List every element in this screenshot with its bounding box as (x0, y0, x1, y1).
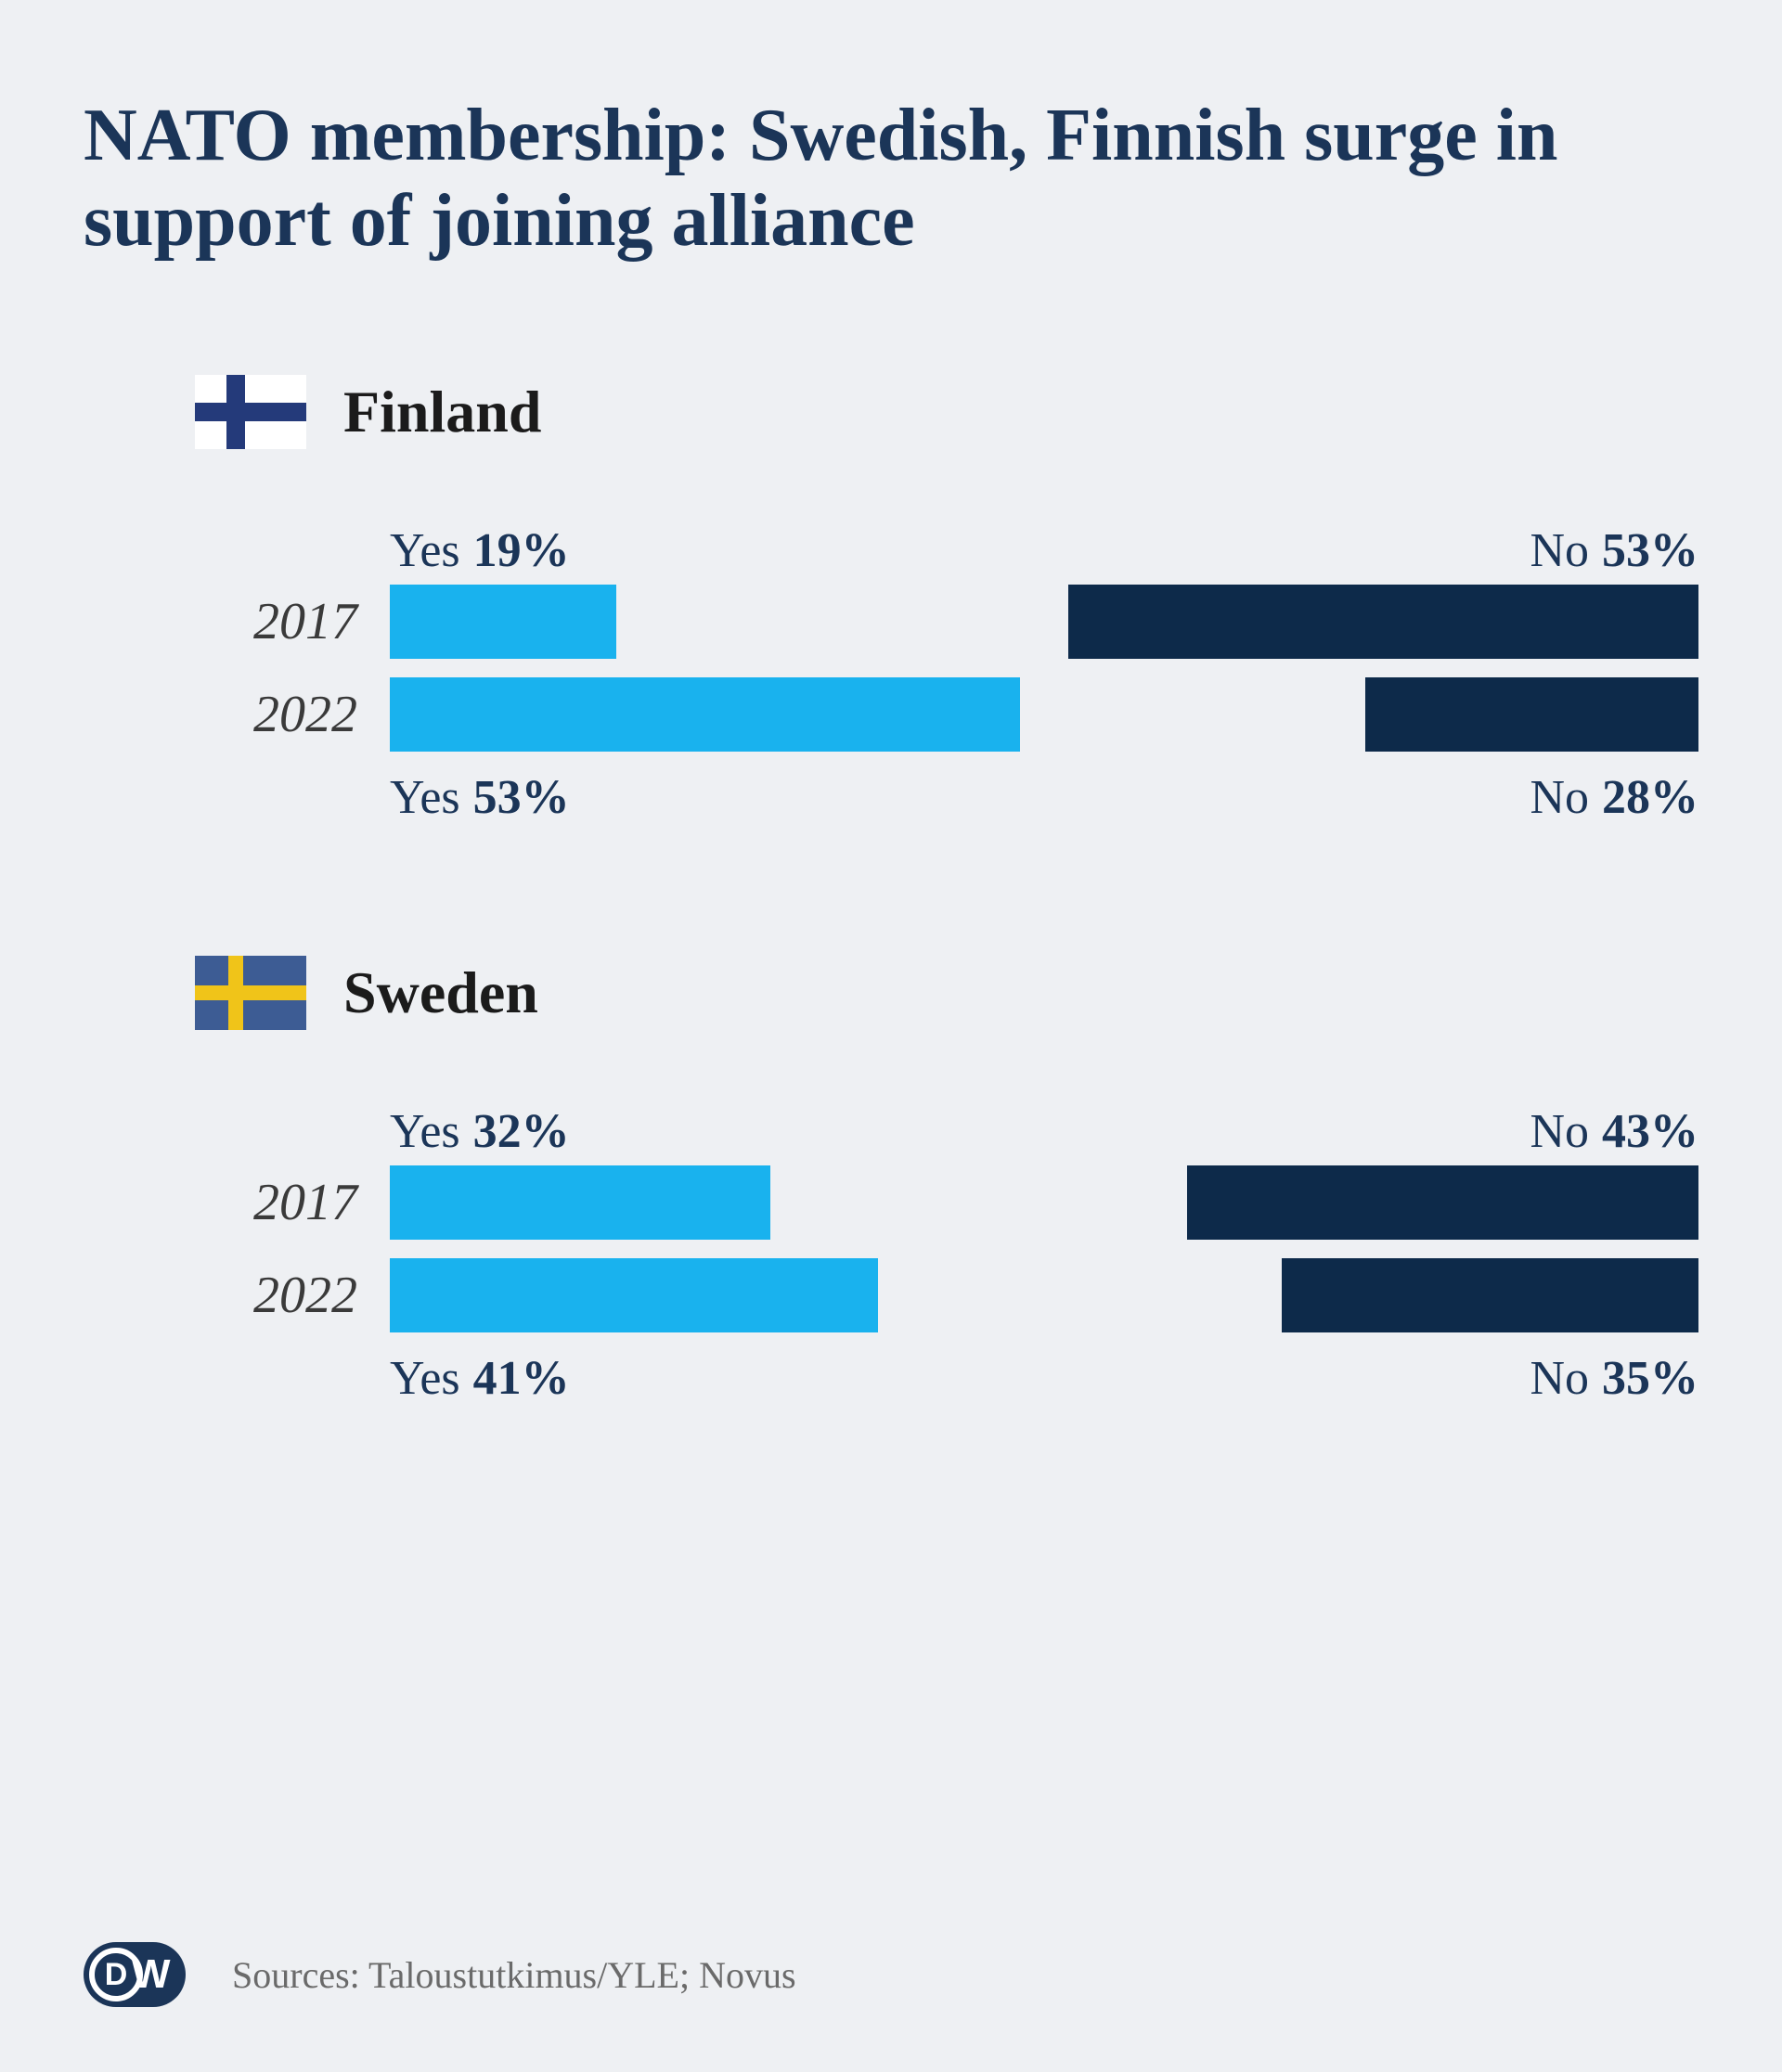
country-name: Finland (343, 378, 541, 446)
no-label: No 53% (1530, 523, 1698, 578)
chart-row: 2017 (195, 1165, 1698, 1240)
no-bar (1365, 677, 1698, 752)
no-bar (1187, 1165, 1698, 1240)
finland-flag-icon (195, 375, 306, 449)
country-header: Sweden (195, 956, 1698, 1030)
yes-bar (390, 677, 1020, 752)
no-bar (1282, 1258, 1698, 1332)
chart-area: Yes 32% No 43% 2017 2022 Yes 41% No 35% (195, 1104, 1698, 1407)
country-name: Sweden (343, 959, 538, 1027)
no-label: No 43% (1530, 1104, 1698, 1159)
no-bar (1068, 585, 1698, 659)
chart-row: 2022 (195, 677, 1698, 752)
yes-bar (390, 1258, 878, 1332)
chart-area: Yes 19% No 53% 2017 2022 Yes 53% No 28% (195, 523, 1698, 826)
chart-label-row: Yes 53% No 28% (195, 770, 1698, 826)
country-block: Sweden Yes 32% No 43% 2017 2022 Yes 41% N… (84, 956, 1698, 1407)
yes-label: Yes 32% (390, 1104, 570, 1159)
chart-label-row: Yes 32% No 43% (195, 1104, 1698, 1160)
chart-label-row: Yes 41% No 35% (195, 1351, 1698, 1407)
sweden-flag-icon (195, 956, 306, 1030)
chart-row: 2022 (195, 1258, 1698, 1332)
year-label: 2017 (195, 1173, 390, 1232)
year-label: 2022 (195, 685, 390, 744)
dw-logo-w: W (132, 1951, 171, 1998)
page-title: NATO membership: Swedish, Finnish surge … (84, 93, 1698, 264)
sources-label: Sources: Taloustutkimus/YLE; Novus (232, 1953, 796, 1997)
year-label: 2017 (195, 592, 390, 651)
yes-label: Yes 41% (390, 1351, 570, 1406)
bars-container (390, 1165, 1698, 1240)
yes-bar (390, 585, 616, 659)
yes-label: Yes 19% (390, 523, 570, 578)
bars-container (390, 1258, 1698, 1332)
no-label: No 28% (1530, 770, 1698, 825)
dw-logo: D W (84, 1942, 186, 2007)
bars-container (390, 585, 1698, 659)
yes-bar (390, 1165, 770, 1240)
country-block: Finland Yes 19% No 53% 2017 2022 Yes 53% … (84, 375, 1698, 826)
year-label: 2022 (195, 1266, 390, 1325)
chart-label-row: Yes 19% No 53% (195, 523, 1698, 579)
yes-label: Yes 53% (390, 770, 570, 825)
country-header: Finland (195, 375, 1698, 449)
chart-row: 2017 (195, 585, 1698, 659)
no-label: No 35% (1530, 1351, 1698, 1406)
footer: D W Sources: Taloustutkimus/YLE; Novus (84, 1942, 796, 2007)
bars-container (390, 677, 1698, 752)
